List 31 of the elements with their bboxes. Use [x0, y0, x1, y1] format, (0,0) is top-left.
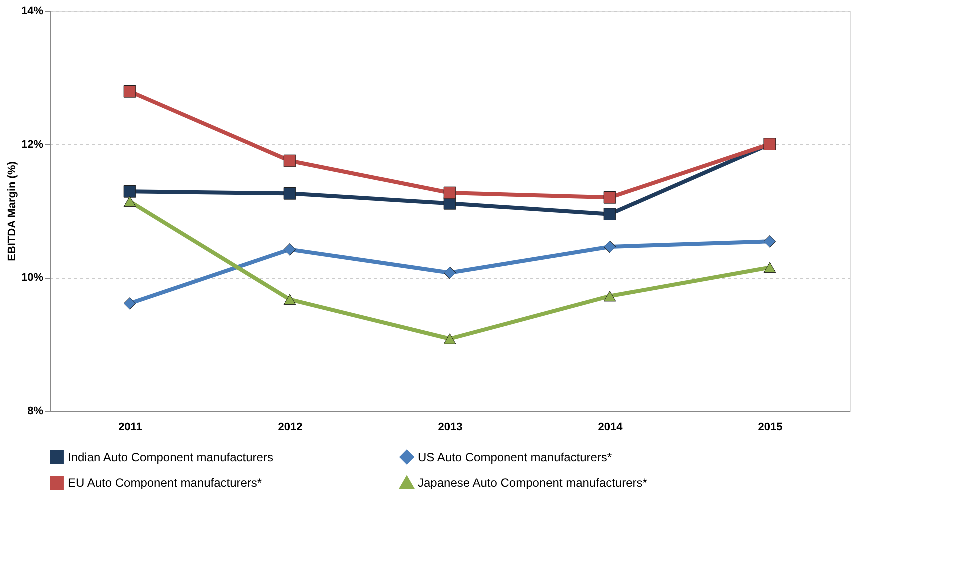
point — [124, 298, 136, 310]
point — [604, 208, 616, 220]
point — [604, 290, 616, 302]
point — [284, 294, 296, 306]
point — [284, 244, 296, 256]
y-tick-label: 12% — [21, 138, 44, 151]
x-tick-label: 2015 — [758, 422, 783, 434]
x-tick-label: 2013 — [438, 422, 463, 434]
point — [124, 196, 136, 208]
point — [124, 86, 136, 98]
point — [444, 186, 456, 200]
point — [604, 240, 616, 254]
point — [444, 266, 456, 280]
y-axis-title: EBITDA Margin (%) — [6, 161, 18, 262]
legend-label: US Auto Component manufacturers* — [418, 450, 612, 464]
x-tick-label: 2011 — [118, 422, 142, 434]
point — [764, 262, 776, 274]
point — [284, 154, 296, 168]
x-tick-label: 2012 — [278, 422, 303, 434]
y-tick-label: 14% — [21, 6, 44, 18]
point — [604, 192, 616, 204]
legend-label: Japanese Auto Component manufacturers* — [418, 476, 648, 490]
y-tick-label: 10% — [21, 272, 44, 284]
x-tick-label: 2014 — [598, 422, 624, 434]
y-tick-label: 8% — [28, 406, 44, 418]
legend-label: EU Auto Component manufacturers* — [68, 476, 262, 490]
point — [124, 186, 136, 198]
point — [764, 236, 776, 248]
point — [444, 334, 456, 344]
legend-label: Indian Auto Component manufacturers — [68, 450, 274, 464]
point — [284, 188, 296, 200]
